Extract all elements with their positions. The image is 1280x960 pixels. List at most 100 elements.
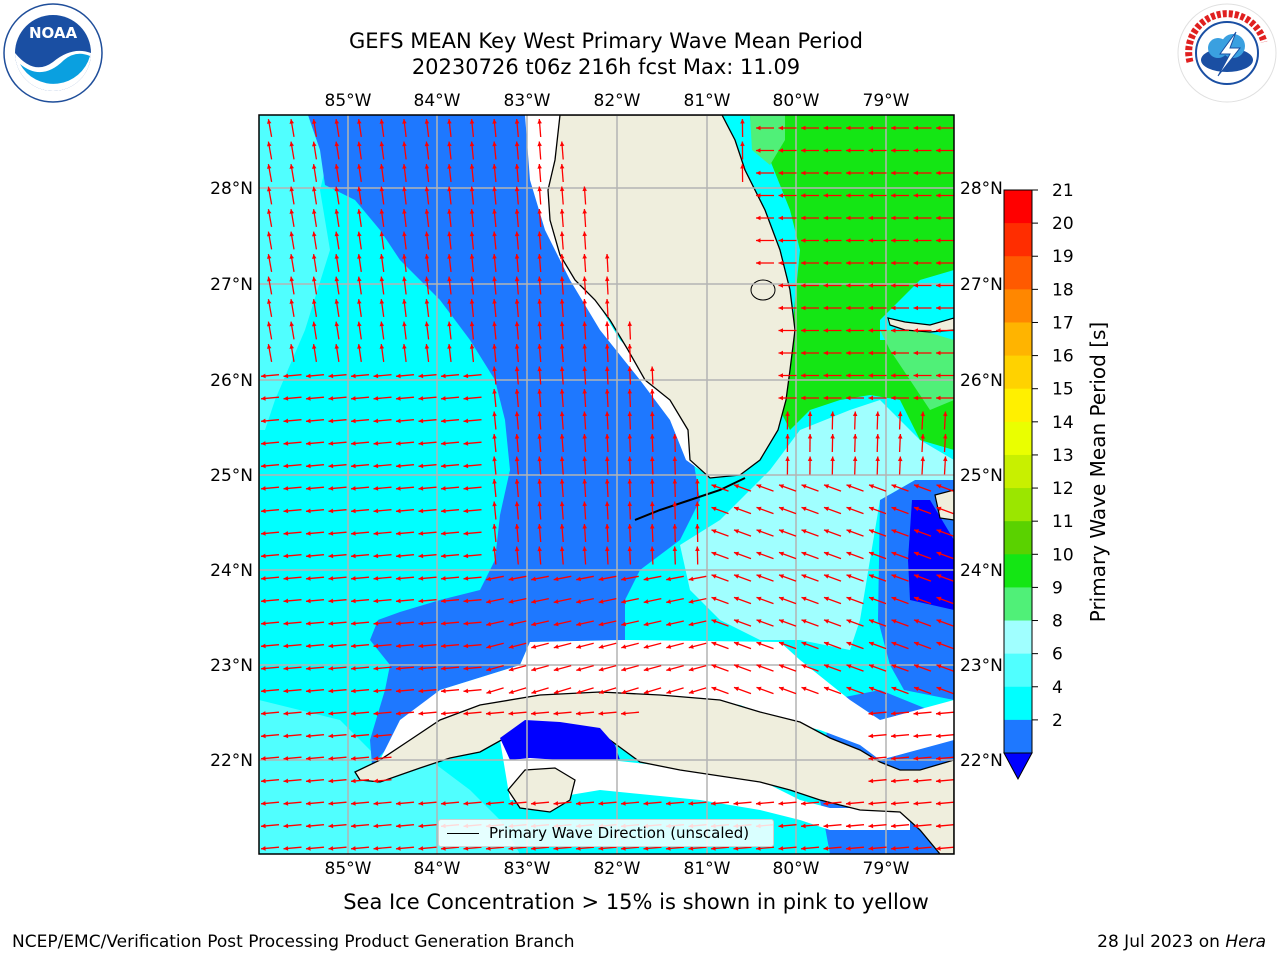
wave-arrow-head (672, 456, 678, 461)
wave-arrow-head (402, 299, 407, 304)
lon-label: 79°W (863, 859, 910, 879)
wave-arrow-head (869, 686, 874, 692)
wave-arrow-head (582, 254, 587, 259)
wave-arrow-head (328, 666, 334, 671)
wave-arrow-head (778, 283, 783, 288)
wave-arrow-head (734, 484, 739, 489)
wave-arrow-head (666, 846, 671, 851)
wave-arrow-head (328, 621, 334, 626)
wave-arrow-head (514, 546, 520, 552)
deep-blue-east (908, 500, 954, 610)
wave-arrow-head (598, 644, 604, 649)
wave-arrow-head (441, 486, 446, 491)
wave-arrow-head (396, 508, 401, 514)
wave-arrow-head (283, 508, 289, 514)
wave-arrow-head (627, 366, 632, 372)
wave-arrow-head (801, 215, 806, 221)
wave-arrow-head (807, 434, 813, 439)
wave-arrow-head (418, 508, 424, 514)
wave-arrow-head (514, 119, 520, 124)
legend-line-sample (447, 832, 479, 834)
wave-arrow-head (283, 531, 289, 536)
wave-arrow-head (463, 688, 469, 694)
wave-arrow-head (582, 344, 587, 349)
colorbar-tick-label: 12 (1052, 479, 1074, 499)
wave-arrow-head (402, 344, 407, 349)
wave-arrow-head (688, 599, 694, 604)
wave-arrow-head (328, 598, 334, 604)
wave-arrow-head (261, 733, 266, 739)
wave-arrow-head (756, 574, 762, 579)
wave-arrow-head (469, 119, 475, 124)
wave-arrow-head (852, 456, 858, 461)
wave-arrow-head (913, 801, 919, 806)
wave-arrow-head (537, 479, 542, 484)
wave-arrow-head (936, 148, 941, 153)
wave-arrow-head (312, 276, 317, 282)
wave-arrow-head (913, 711, 919, 716)
wave-arrow-head (913, 193, 918, 198)
wave-arrow-head (514, 254, 520, 259)
wave-arrow-head (492, 254, 497, 259)
wave-arrow-head (734, 641, 739, 647)
wave-arrow-head (261, 598, 266, 604)
wave-arrow-head (936, 506, 942, 512)
wave-arrow-head (289, 276, 294, 282)
wave-arrow-head (830, 434, 835, 439)
wave-arrow-head (306, 418, 311, 424)
wave-arrow-head (920, 411, 925, 417)
wave-arrow-head (711, 686, 717, 692)
wave-arrow-head (289, 344, 294, 349)
wave-arrow-head (328, 801, 334, 806)
wave-arrow-head (582, 524, 587, 529)
wave-arrow-head (492, 186, 497, 192)
wave-arrow-head (711, 484, 717, 489)
wave-arrow-head (424, 209, 430, 214)
wave-arrow-head (328, 418, 334, 424)
wave-arrow-head (492, 276, 497, 282)
wave-arrow-head (711, 619, 717, 624)
wave-arrow-head (418, 823, 424, 829)
wave-arrow-head (711, 574, 717, 579)
lon-label: 85°W (325, 859, 372, 879)
wave-arrow-head (514, 434, 520, 439)
wave-arrow-head (779, 619, 784, 624)
wave-arrow-head (756, 484, 762, 489)
wave-arrow-head (261, 621, 266, 626)
wave-arrow-head (846, 373, 851, 378)
lat-label: 25°N (960, 466, 1003, 486)
wave-arrow-head (868, 193, 873, 198)
wave-arrow-head (559, 411, 565, 417)
wave-arrow-head (824, 506, 829, 512)
footer-credit: NCEP/EMC/Verification Post Processing Pr… (12, 932, 575, 952)
wave-arrow-head (650, 456, 655, 462)
wave-arrow-head (486, 689, 492, 694)
wave-arrow-head (823, 328, 828, 333)
wave-arrow-head (627, 411, 632, 417)
wave-arrow-head (846, 641, 852, 647)
wave-arrow-head (846, 801, 851, 806)
wave-arrow-head (650, 366, 655, 372)
wave-arrow-head (441, 576, 446, 581)
wave-arrow-head (576, 576, 581, 582)
wave-arrow-head (643, 599, 649, 604)
lon-label: 85°W (325, 91, 372, 111)
wave-arrow-head (492, 546, 497, 552)
colorbar-segment (1004, 190, 1032, 224)
wave-arrow-head (868, 711, 874, 716)
wave-arrow-head (508, 801, 514, 806)
wave-arrow-head (508, 689, 514, 694)
wave-arrow-head (396, 643, 401, 649)
wave-arrow-head (778, 823, 784, 829)
wave-arrow-head (936, 846, 941, 851)
wave-arrow-head (936, 260, 941, 266)
wave-arrow-head (312, 141, 317, 147)
wave-arrow-head (306, 643, 311, 649)
wave-arrow-head (351, 486, 356, 491)
colorbar-segment (1004, 587, 1032, 622)
wave-arrow-head (357, 321, 362, 327)
wave-arrow-head (357, 141, 362, 147)
wave-arrow-head (396, 576, 401, 581)
colorbar-tick-label: 17 (1052, 313, 1074, 333)
wave-arrow-head (373, 733, 379, 739)
